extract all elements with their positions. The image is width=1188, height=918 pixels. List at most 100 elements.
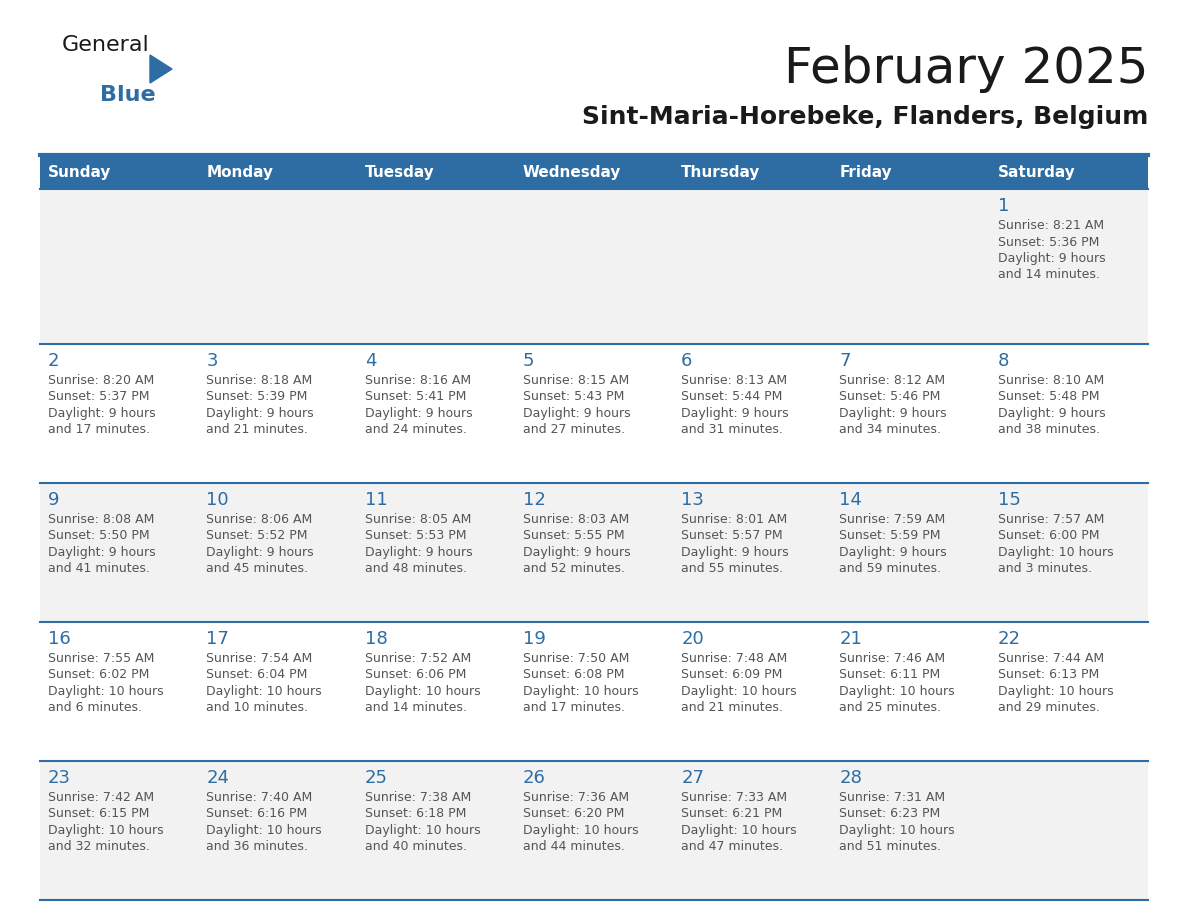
Text: Daylight: 9 hours: Daylight: 9 hours: [207, 546, 314, 559]
Text: 27: 27: [681, 769, 704, 787]
Text: Sunrise: 8:01 AM: Sunrise: 8:01 AM: [681, 513, 788, 526]
Text: Sunset: 5:55 PM: Sunset: 5:55 PM: [523, 530, 625, 543]
Text: February 2025: February 2025: [784, 45, 1148, 93]
Bar: [40, 483, 1148, 621]
Text: Sunset: 5:43 PM: Sunset: 5:43 PM: [523, 390, 624, 403]
Text: Daylight: 10 hours: Daylight: 10 hours: [48, 685, 164, 698]
Text: Daylight: 9 hours: Daylight: 9 hours: [681, 546, 789, 559]
Text: 24: 24: [207, 769, 229, 787]
Text: and 14 minutes.: and 14 minutes.: [998, 268, 1100, 282]
Text: Thursday: Thursday: [681, 165, 760, 181]
Text: and 21 minutes.: and 21 minutes.: [681, 701, 783, 714]
Text: Sunrise: 7:36 AM: Sunrise: 7:36 AM: [523, 791, 628, 804]
Text: Sunrise: 8:03 AM: Sunrise: 8:03 AM: [523, 513, 630, 526]
Text: Sunset: 5:39 PM: Sunset: 5:39 PM: [207, 390, 308, 403]
Text: Daylight: 9 hours: Daylight: 9 hours: [840, 407, 947, 420]
Text: Sunset: 6:04 PM: Sunset: 6:04 PM: [207, 668, 308, 681]
Text: Sunset: 5:57 PM: Sunset: 5:57 PM: [681, 530, 783, 543]
Text: Sunset: 6:00 PM: Sunset: 6:00 PM: [998, 530, 1099, 543]
Text: Sunrise: 7:40 AM: Sunrise: 7:40 AM: [207, 791, 312, 804]
Text: Daylight: 10 hours: Daylight: 10 hours: [681, 824, 797, 837]
Text: Saturday: Saturday: [998, 165, 1075, 181]
Text: Sunrise: 7:46 AM: Sunrise: 7:46 AM: [840, 652, 946, 665]
Text: Daylight: 9 hours: Daylight: 9 hours: [840, 546, 947, 559]
Text: 13: 13: [681, 491, 704, 509]
Text: Sunset: 6:06 PM: Sunset: 6:06 PM: [365, 668, 466, 681]
Text: Sunset: 5:48 PM: Sunset: 5:48 PM: [998, 390, 1099, 403]
Text: Sunrise: 8:13 AM: Sunrise: 8:13 AM: [681, 374, 788, 386]
Text: Daylight: 10 hours: Daylight: 10 hours: [998, 685, 1113, 698]
Text: and 25 minutes.: and 25 minutes.: [840, 701, 941, 714]
Text: Sunset: 5:52 PM: Sunset: 5:52 PM: [207, 530, 308, 543]
Text: and 17 minutes.: and 17 minutes.: [48, 423, 150, 436]
Bar: [40, 343, 1148, 483]
Text: Daylight: 10 hours: Daylight: 10 hours: [523, 685, 638, 698]
Text: Sunset: 5:46 PM: Sunset: 5:46 PM: [840, 390, 941, 403]
Text: Daylight: 10 hours: Daylight: 10 hours: [840, 685, 955, 698]
Text: Sunset: 6:15 PM: Sunset: 6:15 PM: [48, 808, 150, 821]
Text: Sint-Maria-Horebeke, Flanders, Belgium: Sint-Maria-Horebeke, Flanders, Belgium: [582, 105, 1148, 129]
Text: and 45 minutes.: and 45 minutes.: [207, 563, 308, 576]
Text: Sunrise: 8:12 AM: Sunrise: 8:12 AM: [840, 374, 946, 386]
Text: Sunrise: 8:06 AM: Sunrise: 8:06 AM: [207, 513, 312, 526]
Text: Daylight: 10 hours: Daylight: 10 hours: [523, 824, 638, 837]
Text: Daylight: 9 hours: Daylight: 9 hours: [48, 546, 156, 559]
Text: and 51 minutes.: and 51 minutes.: [840, 841, 941, 854]
Text: 21: 21: [840, 630, 862, 648]
Text: Sunset: 5:41 PM: Sunset: 5:41 PM: [365, 390, 466, 403]
Text: 26: 26: [523, 769, 545, 787]
Text: 15: 15: [998, 491, 1020, 509]
Text: Daylight: 9 hours: Daylight: 9 hours: [207, 407, 314, 420]
Text: and 34 minutes.: and 34 minutes.: [840, 423, 941, 436]
Bar: [40, 189, 1148, 343]
Text: 14: 14: [840, 491, 862, 509]
Text: Daylight: 10 hours: Daylight: 10 hours: [998, 546, 1113, 559]
Text: Daylight: 9 hours: Daylight: 9 hours: [681, 407, 789, 420]
Text: Daylight: 10 hours: Daylight: 10 hours: [840, 824, 955, 837]
Text: 17: 17: [207, 630, 229, 648]
Text: 20: 20: [681, 630, 704, 648]
Text: Sunrise: 7:57 AM: Sunrise: 7:57 AM: [998, 513, 1104, 526]
Text: and 29 minutes.: and 29 minutes.: [998, 701, 1100, 714]
Text: and 36 minutes.: and 36 minutes.: [207, 841, 308, 854]
Text: Sunset: 5:50 PM: Sunset: 5:50 PM: [48, 530, 150, 543]
Text: Sunrise: 7:33 AM: Sunrise: 7:33 AM: [681, 791, 788, 804]
Text: and 27 minutes.: and 27 minutes.: [523, 423, 625, 436]
Text: 2: 2: [48, 352, 59, 370]
Text: 23: 23: [48, 769, 71, 787]
Text: and 48 minutes.: and 48 minutes.: [365, 563, 467, 576]
Text: 6: 6: [681, 352, 693, 370]
Text: Sunset: 5:36 PM: Sunset: 5:36 PM: [998, 236, 1099, 249]
Text: Sunset: 6:16 PM: Sunset: 6:16 PM: [207, 808, 308, 821]
Text: 25: 25: [365, 769, 387, 787]
Text: Sunset: 5:44 PM: Sunset: 5:44 PM: [681, 390, 783, 403]
Text: Sunset: 6:13 PM: Sunset: 6:13 PM: [998, 668, 1099, 681]
Bar: [40, 761, 1148, 900]
Bar: [40, 157, 1148, 189]
Text: and 44 minutes.: and 44 minutes.: [523, 841, 625, 854]
Text: and 32 minutes.: and 32 minutes.: [48, 841, 150, 854]
Text: Sunrise: 7:48 AM: Sunrise: 7:48 AM: [681, 652, 788, 665]
Text: Sunrise: 7:44 AM: Sunrise: 7:44 AM: [998, 652, 1104, 665]
Text: Daylight: 9 hours: Daylight: 9 hours: [365, 407, 472, 420]
Text: and 31 minutes.: and 31 minutes.: [681, 423, 783, 436]
Text: and 59 minutes.: and 59 minutes.: [840, 563, 941, 576]
Text: Blue: Blue: [100, 85, 156, 105]
Text: 8: 8: [998, 352, 1009, 370]
Text: Daylight: 9 hours: Daylight: 9 hours: [365, 546, 472, 559]
Text: Daylight: 9 hours: Daylight: 9 hours: [998, 252, 1105, 265]
Text: Daylight: 10 hours: Daylight: 10 hours: [48, 824, 164, 837]
Text: Sunset: 5:37 PM: Sunset: 5:37 PM: [48, 390, 150, 403]
Text: 12: 12: [523, 491, 545, 509]
Text: and 55 minutes.: and 55 minutes.: [681, 563, 783, 576]
Text: Sunset: 6:23 PM: Sunset: 6:23 PM: [840, 808, 941, 821]
Text: Sunset: 6:11 PM: Sunset: 6:11 PM: [840, 668, 941, 681]
Text: and 10 minutes.: and 10 minutes.: [207, 701, 308, 714]
Text: Sunrise: 8:15 AM: Sunrise: 8:15 AM: [523, 374, 630, 386]
Text: 11: 11: [365, 491, 387, 509]
Text: Sunset: 6:21 PM: Sunset: 6:21 PM: [681, 808, 783, 821]
Text: 18: 18: [365, 630, 387, 648]
Text: and 38 minutes.: and 38 minutes.: [998, 423, 1100, 436]
Text: Tuesday: Tuesday: [365, 165, 435, 181]
Text: Daylight: 9 hours: Daylight: 9 hours: [48, 407, 156, 420]
